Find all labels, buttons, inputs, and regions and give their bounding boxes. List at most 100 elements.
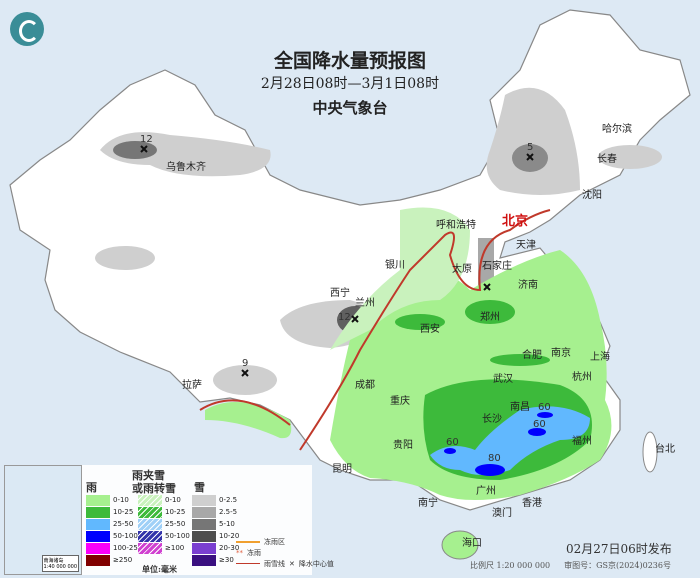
city-label: 重庆 bbox=[390, 396, 410, 407]
rain-snow-line bbox=[199, 209, 551, 451]
legend-range-snow: 0-2.5 bbox=[219, 496, 238, 504]
center-value: 60 bbox=[533, 419, 546, 430]
legend: 雨 雨夹雪 或雨转雪 雪 单位:毫米 0-10 10-25 25-50 50-100 1… bbox=[82, 465, 312, 575]
legend-swatch-rain bbox=[86, 507, 110, 518]
legend-freezing-rain-zone: 冻雨区 bbox=[264, 537, 285, 546]
rain-area-heavy bbox=[430, 406, 590, 475]
issue-time: 02月27日06时发布 bbox=[566, 542, 672, 556]
rain-core-4 bbox=[475, 464, 505, 476]
city-label: 香港 bbox=[522, 498, 542, 509]
legend-range-rain: 100-250 bbox=[113, 544, 143, 552]
center-value: 9 bbox=[242, 358, 249, 369]
snow-core-xinjiang bbox=[113, 141, 157, 159]
city-label: 乌鲁木齐 bbox=[166, 162, 206, 173]
city-label: 贵阳 bbox=[393, 440, 413, 451]
legend-swatch-rain bbox=[86, 495, 110, 506]
city-label: 合肥 bbox=[522, 350, 542, 361]
legend-unit: 单位:毫米 bbox=[142, 564, 177, 574]
rain-area-hefei bbox=[490, 354, 550, 366]
city-label: 海口 bbox=[462, 538, 482, 549]
city-label: 北京 bbox=[502, 214, 529, 229]
rain-core-2 bbox=[528, 428, 546, 436]
snow-area-shijiazhuang bbox=[478, 238, 494, 288]
city-label: 天津 bbox=[516, 240, 536, 251]
city-label: 成都 bbox=[355, 380, 375, 391]
legend-swatch-rain bbox=[86, 555, 110, 566]
rain-area-xian bbox=[395, 314, 445, 330]
mixed-area-light bbox=[330, 207, 470, 350]
center-value: 12 bbox=[140, 134, 153, 145]
legend-range-mixed: 10-25 bbox=[165, 508, 186, 516]
legend-range-rain: ≥250 bbox=[113, 556, 133, 564]
legend-swatch-rain bbox=[86, 543, 110, 554]
legend-swatch-mixed bbox=[138, 531, 162, 542]
center-value: 60 bbox=[446, 437, 459, 448]
forecast-period: 2月28日08时—3月1日08时 bbox=[260, 76, 440, 92]
issuer: 中央气象台 bbox=[312, 99, 388, 117]
legend-swatch-rain bbox=[86, 531, 110, 542]
taiwan-island bbox=[642, 431, 658, 473]
city-label: 郑州 bbox=[480, 312, 500, 323]
legend-swatch-mixed bbox=[138, 495, 162, 506]
map-scale: 比例尺 1:20 000 000 bbox=[470, 561, 551, 570]
legend-range-mixed: ≥100 bbox=[165, 544, 185, 552]
city-label: 杭州 bbox=[572, 372, 592, 383]
legend-rain-title: 雨 bbox=[86, 481, 97, 494]
city-label: 西安 bbox=[420, 324, 440, 335]
city-label: 呼和浩特 bbox=[436, 220, 476, 231]
legend-range-mixed: 25-50 bbox=[165, 520, 186, 528]
rain-area-zhengzhou bbox=[465, 300, 515, 324]
snow-area-northeast bbox=[486, 87, 580, 195]
map-approval-number: 审图号：GS京(2024)0236号 bbox=[564, 561, 671, 570]
city-label: 上海 bbox=[590, 352, 610, 363]
legend-center-value: 降水中心值 bbox=[298, 559, 334, 568]
city-label: 南宁 bbox=[418, 498, 438, 509]
city-label: 石家庄 bbox=[482, 261, 512, 272]
city-label: 长沙 bbox=[482, 414, 502, 425]
city-label: 西宁 bbox=[330, 288, 350, 299]
legend-range-mixed: 50-100 bbox=[165, 532, 190, 540]
legend-snow-line: 雨雪线 bbox=[264, 559, 285, 568]
city-label: 哈尔滨 bbox=[602, 124, 632, 135]
cma-logo-icon bbox=[10, 12, 44, 46]
rain-core-3 bbox=[444, 448, 456, 454]
legend-range-snow: 10-20 bbox=[219, 532, 240, 540]
legend-swatch-snow bbox=[192, 531, 216, 542]
legend-swatch-mixed bbox=[138, 543, 162, 554]
city-label: 南京 bbox=[551, 348, 571, 359]
map-title: 全国降水量预报图 bbox=[273, 50, 426, 72]
city-label: 昆明 bbox=[332, 464, 352, 475]
legend-range-rain: 0-10 bbox=[113, 496, 129, 504]
city-label: 南昌 bbox=[510, 402, 530, 413]
legend-range-snow: 2.5-5 bbox=[219, 508, 238, 516]
city-label: 兰州 bbox=[355, 298, 375, 309]
city-label: 太原 bbox=[452, 264, 472, 275]
city-label: 武汉 bbox=[493, 374, 513, 385]
legend-swatch-snow bbox=[192, 519, 216, 530]
city-label: 长春 bbox=[597, 154, 617, 165]
legend-symbols: 冻雨区 ** 冻雨 雨雪线 ✕ 降水中心值 bbox=[236, 537, 334, 568]
center-value: 60 bbox=[538, 402, 551, 413]
legend-range-rain: 10-25 bbox=[113, 508, 134, 516]
legend-swatch-mixed bbox=[138, 519, 162, 530]
center-value: 5 bbox=[527, 142, 534, 153]
city-label: 福州 bbox=[572, 436, 592, 447]
legend-swatch-mixed bbox=[138, 507, 162, 518]
hainan-island bbox=[441, 530, 479, 560]
city-label: 济南 bbox=[518, 280, 538, 291]
snow-area-qinghai bbox=[95, 246, 155, 270]
legend-swatch-rain bbox=[86, 519, 110, 530]
legend-swatch-snow bbox=[192, 543, 216, 554]
legend-range-snow: 5-10 bbox=[219, 520, 235, 528]
rain-core-1 bbox=[537, 412, 553, 418]
snow-area-tibet bbox=[213, 365, 277, 395]
city-label: 台北 bbox=[655, 444, 675, 455]
legend-swatch-snow bbox=[192, 507, 216, 518]
legend-freezing-rain: 冻雨 bbox=[247, 548, 261, 557]
snow-area-changchun bbox=[598, 145, 662, 169]
legend-swatch-snow bbox=[192, 495, 216, 506]
legend-range-mixed: 0-10 bbox=[165, 496, 181, 504]
city-label: 拉萨 bbox=[182, 380, 202, 391]
legend-range-snow: 20-30 bbox=[219, 544, 240, 552]
